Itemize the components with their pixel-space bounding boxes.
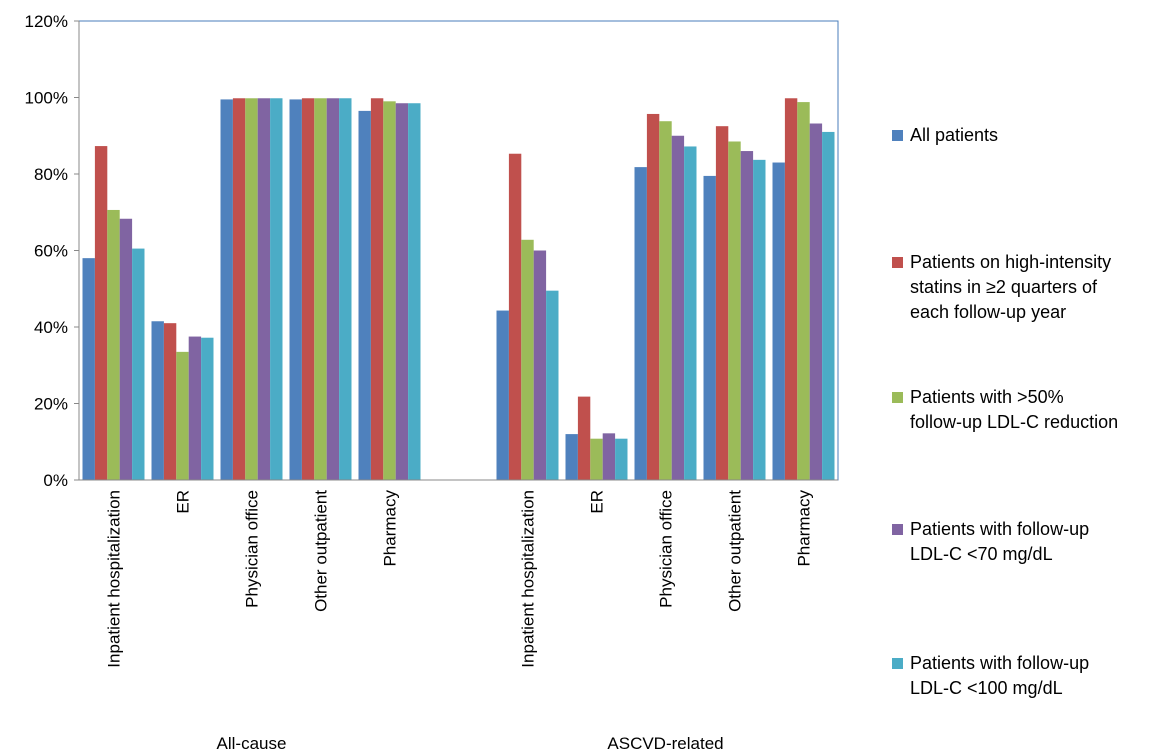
- bars: [82, 98, 835, 481]
- legend-label: Patients on high-intensity statins in ≥2 …: [910, 252, 1111, 322]
- bar-all-cause-3-series-3: [326, 98, 340, 480]
- bar-all-cause-2-series-0: [220, 99, 233, 480]
- bar-ascvd-0-series-0: [496, 310, 509, 480]
- bar-ascvd-2-series-3: [671, 135, 685, 480]
- bar-ascvd-1-series-2: [590, 438, 603, 480]
- legend-item: All patients: [892, 125, 998, 145]
- bar-ascvd-4-series-2: [797, 102, 810, 480]
- legend-label-line: follow-up LDL-C reduction: [910, 412, 1118, 432]
- y-tick-label: 120%: [25, 12, 68, 31]
- bar-ascvd-3-series-3: [740, 151, 754, 481]
- legend-label-line: Patients on high-intensity: [910, 252, 1111, 272]
- bar-ascvd-2-series-0: [634, 167, 647, 481]
- bar-all-cause-3-series-4: [339, 98, 352, 480]
- bar-ascvd-1-series-3: [602, 433, 616, 480]
- legend-label-line: Patients with follow-up: [910, 519, 1089, 539]
- legend-label: Patients with >50% follow-up LDL-C reduct…: [910, 387, 1118, 432]
- bar-all-cause-4-series-4: [408, 103, 421, 481]
- legend-label: Patients with follow-up LDL-C <70 mg/dL: [910, 519, 1089, 564]
- bar-ascvd-1-series-1: [577, 396, 591, 480]
- x-tick-label: Pharmacy: [795, 490, 814, 567]
- bar-ascvd-1-series-0: [565, 434, 578, 480]
- bar-ascvd-4-series-3: [809, 123, 823, 480]
- x-tick-label: Other outpatient: [312, 490, 331, 612]
- bar-all-cause-3-series-2: [314, 98, 327, 480]
- y-tick-label: 60%: [34, 242, 68, 261]
- bar-ascvd-3-series-4: [753, 159, 766, 480]
- bar-all-cause-2-series-4: [270, 98, 283, 480]
- legend-swatch: [892, 658, 903, 669]
- y-tick-label: 40%: [34, 318, 68, 337]
- x-tick-label: Inpatient hospitalization: [105, 490, 124, 668]
- x-tick-label: Physician office: [243, 490, 262, 608]
- legend-label-line: LDL-C <70 mg/dL: [910, 544, 1053, 564]
- legend-label-line: Patients with follow-up: [910, 653, 1089, 673]
- legend-item: Patients with >50% follow-up LDL-C reduct…: [892, 387, 1118, 432]
- bar-all-cause-4-series-3: [395, 103, 409, 481]
- legend-swatch: [892, 130, 903, 141]
- y-tick-label: 0%: [43, 471, 68, 490]
- group-label: ASCVD-related: [607, 734, 723, 753]
- legend-label-line: All patients: [910, 125, 998, 145]
- group-label: All-cause: [217, 734, 287, 753]
- y-tick-label: 80%: [34, 165, 68, 184]
- x-tick-label: Pharmacy: [381, 490, 400, 567]
- y-tick-label: 100%: [25, 89, 68, 108]
- bar-all-cause-1-series-3: [188, 336, 202, 480]
- bar-all-cause-4-series-0: [358, 110, 371, 480]
- legend-label: All patients: [910, 125, 998, 145]
- y-axis: 0% 20% 40% 60% 80% 100% 120%: [25, 12, 80, 490]
- bar-all-cause-2-series-3: [257, 98, 271, 480]
- bar-all-cause-2-series-2: [245, 98, 258, 480]
- legend-item: Patients with follow-up LDL-C <70 mg/dL: [892, 519, 1089, 564]
- bar-all-cause-4-series-2: [383, 101, 396, 480]
- bar-ascvd-3-series-2: [728, 141, 741, 481]
- bar-all-cause-4-series-1: [370, 98, 384, 480]
- bar-all-cause-3-series-1: [301, 98, 315, 480]
- bar-all-cause-2-series-1: [232, 98, 246, 480]
- legend-item: Patients with follow-up LDL-C <100 mg/dL: [892, 653, 1089, 698]
- legend-label-line: Patients with >50%: [910, 387, 1064, 407]
- bar-all-cause-1-series-2: [176, 351, 189, 480]
- legend-label-line: each follow-up year: [910, 302, 1066, 322]
- bar-ascvd-3-series-0: [703, 175, 716, 480]
- legend-label-line: LDL-C <100 mg/dL: [910, 678, 1063, 698]
- bar-ascvd-4-series-4: [822, 131, 835, 481]
- bar-all-cause-0-series-4: [132, 248, 145, 480]
- bar-ascvd-0-series-2: [521, 239, 534, 480]
- x-axis: Inpatient hospitalization ER Physician off…: [79, 479, 838, 753]
- bar-ascvd-2-series-2: [659, 121, 672, 480]
- bar-all-cause-3-series-0: [289, 99, 302, 480]
- bar-all-cause-1-series-4: [201, 337, 214, 480]
- x-tick-label: Inpatient hospitalization: [519, 490, 538, 668]
- bar-all-cause-0-series-3: [119, 218, 133, 480]
- x-tick-label: Other outpatient: [726, 490, 745, 612]
- bar-ascvd-0-series-1: [508, 153, 522, 481]
- bar-ascvd-4-series-0: [772, 162, 785, 480]
- bar-all-cause-0-series-0: [82, 258, 95, 480]
- bar-all-cause-1-series-0: [151, 321, 164, 480]
- x-tick-label: ER: [588, 490, 607, 514]
- legend: All patients Patients on high-intensity st…: [892, 125, 1118, 698]
- bar-ascvd-0-series-4: [546, 290, 559, 480]
- legend-swatch: [892, 524, 903, 535]
- legend-item: Patients on high-intensity statins in ≥2 …: [892, 252, 1111, 322]
- bar-ascvd-3-series-1: [715, 126, 729, 480]
- bar-ascvd-4-series-1: [784, 98, 798, 480]
- bar-all-cause-1-series-1: [163, 323, 177, 480]
- y-tick-label: 20%: [34, 395, 68, 414]
- x-tick-label: Physician office: [657, 490, 676, 608]
- legend-label-line: statins in ≥2 quarters of: [910, 277, 1098, 297]
- bar-ascvd-2-series-1: [646, 113, 660, 480]
- bar-ascvd-2-series-4: [684, 146, 697, 480]
- bar-all-cause-0-series-1: [94, 146, 108, 480]
- bar-all-cause-0-series-2: [107, 209, 120, 480]
- bar-ascvd-0-series-3: [533, 250, 547, 480]
- legend-label: Patients with follow-up LDL-C <100 mg/dL: [910, 653, 1089, 698]
- legend-swatch: [892, 392, 903, 403]
- legend-swatch: [892, 257, 903, 268]
- bar-ascvd-1-series-4: [615, 438, 628, 480]
- x-tick-label: ER: [174, 490, 193, 514]
